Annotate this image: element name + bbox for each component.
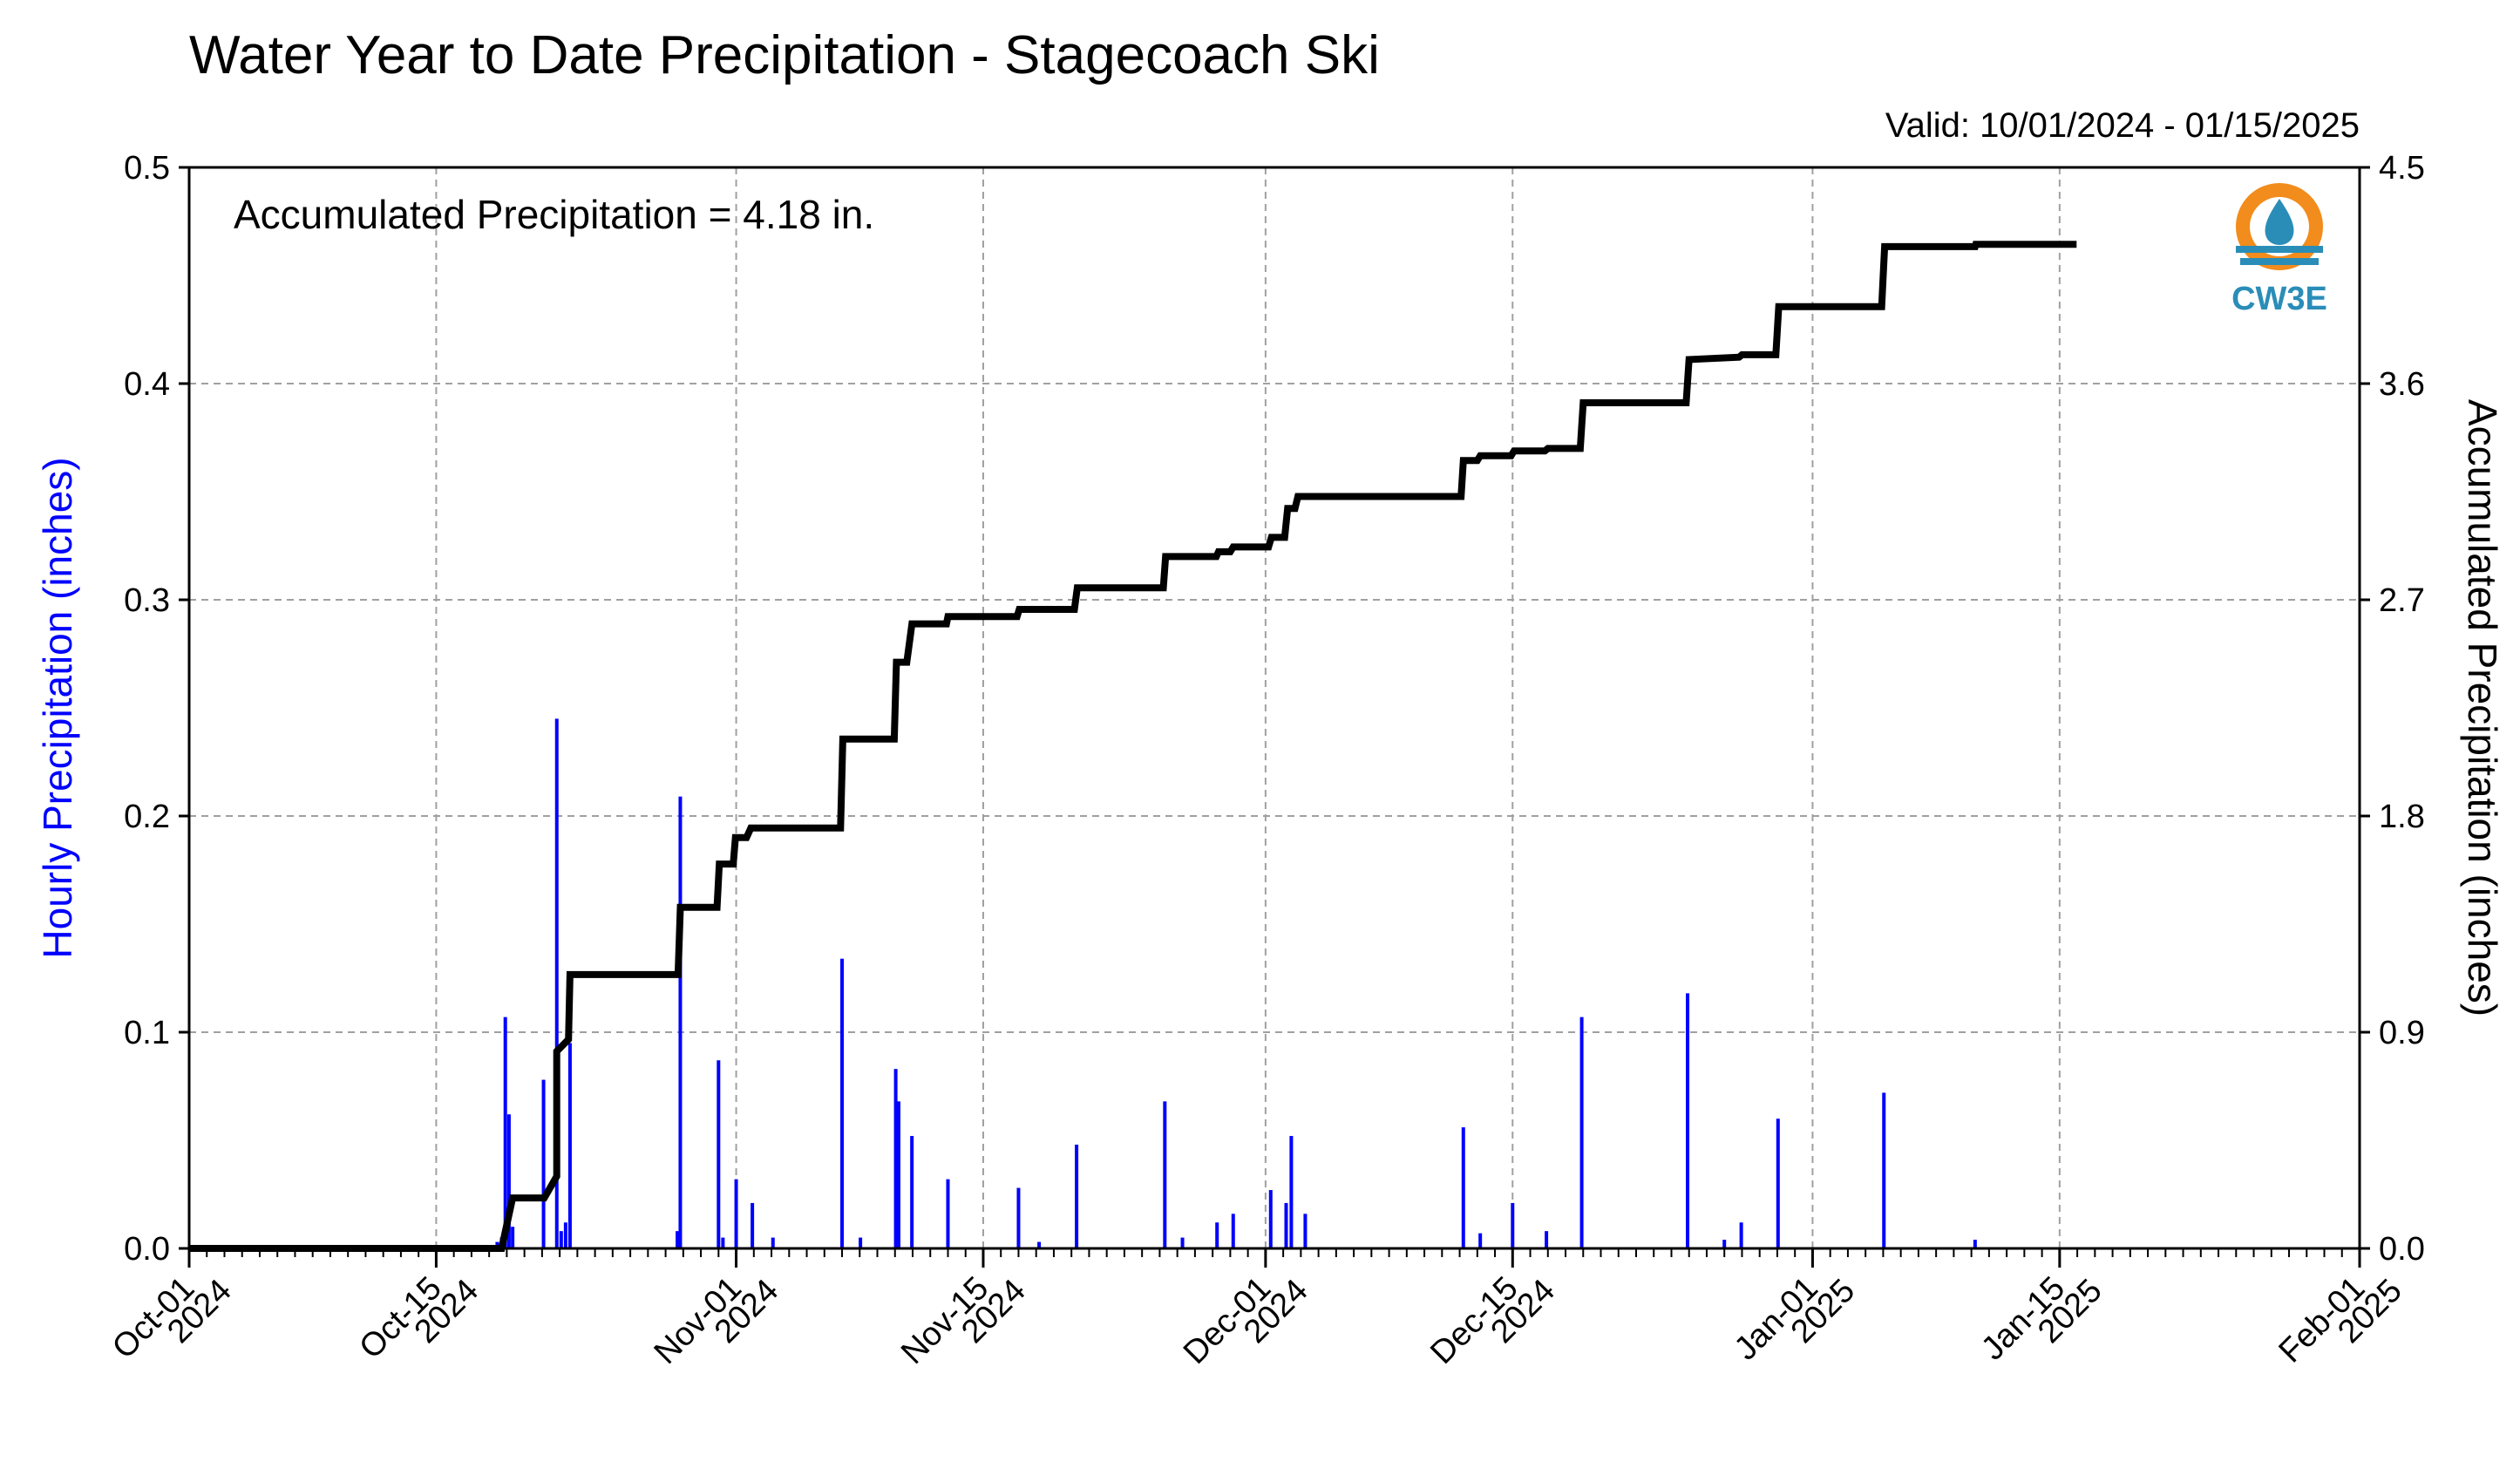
hourly-bar (1882, 1092, 1886, 1248)
hourly-precipitation-bars (495, 718, 1977, 1248)
hourly-bar (771, 1237, 775, 1248)
logo-wave-2 (2240, 258, 2319, 265)
left-y-tick-label: 0.5 (124, 150, 170, 187)
hourly-bar (1776, 1119, 1780, 1248)
logo-drop-shape (2265, 199, 2294, 245)
hourly-bar (1461, 1127, 1465, 1248)
left-axis-label: Hourly Precipitation (inches) (35, 457, 80, 958)
hourly-bar (678, 796, 683, 1248)
right-y-tick-label: 2.7 (2379, 582, 2425, 619)
hourly-bar (946, 1179, 950, 1248)
hourly-bar (1284, 1202, 1288, 1248)
hourly-bar (751, 1202, 755, 1248)
accumulated-total-annotation: Accumulated Precipitation = 4.18 in. (234, 192, 874, 237)
grid-lines (189, 167, 2360, 1248)
hourly-bar (1016, 1187, 1021, 1248)
hourly-bar (1686, 993, 1690, 1248)
valid-date-range: Valid: 10/01/2024 - 01/15/2025 (1885, 106, 2360, 145)
chart-title: Water Year to Date Precipitation - Stage… (189, 25, 1380, 85)
hourly-bar (1511, 1202, 1515, 1248)
right-axis-label: Accumulated Precipitation (inches) (2460, 399, 2505, 1017)
accumulated-precipitation-line (189, 241, 2077, 1252)
hourly-bar (1163, 1101, 1167, 1248)
hourly-bar (721, 1237, 725, 1248)
left-y-tick-label: 0.4 (124, 366, 170, 403)
hourly-bar (1268, 1190, 1273, 1248)
hourly-bar (1215, 1222, 1219, 1248)
right-y-tick-label: 0.9 (2379, 1015, 2425, 1051)
hourly-bar (1037, 1241, 1042, 1248)
right-y-tick-label: 4.5 (2379, 150, 2425, 187)
hourly-bar (1545, 1231, 1549, 1248)
hourly-bar (1739, 1222, 1743, 1248)
hourly-bar (1303, 1214, 1308, 1248)
hourly-bar (567, 1043, 572, 1248)
hourly-bar (1289, 1136, 1294, 1248)
hourly-bar (893, 1069, 898, 1248)
hourly-bar (559, 1231, 563, 1248)
left-y-tick-label: 0.2 (124, 799, 170, 835)
left-y-tick-label: 0.0 (124, 1231, 170, 1268)
hourly-bar (1180, 1237, 1185, 1248)
hourly-bar (734, 1179, 738, 1248)
hourly-bar (506, 1114, 511, 1248)
right-y-tick-label: 3.6 (2379, 366, 2425, 403)
logo-text: CW3E (2231, 281, 2327, 317)
hourly-bar (503, 1017, 507, 1248)
hourly-bar (840, 958, 845, 1248)
hourly-bar (1973, 1240, 1977, 1248)
plot-frame (187, 166, 2361, 1250)
cw3e-logo: CW3E (2231, 183, 2327, 317)
left-y-tick-label: 0.1 (124, 1015, 170, 1051)
hourly-bar (717, 1060, 721, 1248)
hourly-bar (1075, 1144, 1079, 1248)
hourly-bar (1722, 1240, 1727, 1248)
hourly-bar (554, 718, 559, 1248)
hourly-bar (1579, 1017, 1584, 1248)
hourly-bar (563, 1222, 567, 1248)
hourly-bar (1231, 1214, 1235, 1248)
logo-wave-1 (2236, 246, 2323, 253)
hourly-bar (511, 1227, 515, 1248)
right-y-tick-label: 0.0 (2379, 1231, 2425, 1268)
hourly-bar (896, 1101, 900, 1248)
left-y-tick-label: 0.3 (124, 582, 170, 619)
right-y-tick-label: 1.8 (2379, 799, 2425, 835)
hourly-bar (1478, 1233, 1483, 1248)
hourly-bar (910, 1136, 914, 1248)
hourly-bar (541, 1079, 546, 1248)
hourly-bar (676, 1231, 680, 1248)
hourly-bar (859, 1237, 863, 1248)
